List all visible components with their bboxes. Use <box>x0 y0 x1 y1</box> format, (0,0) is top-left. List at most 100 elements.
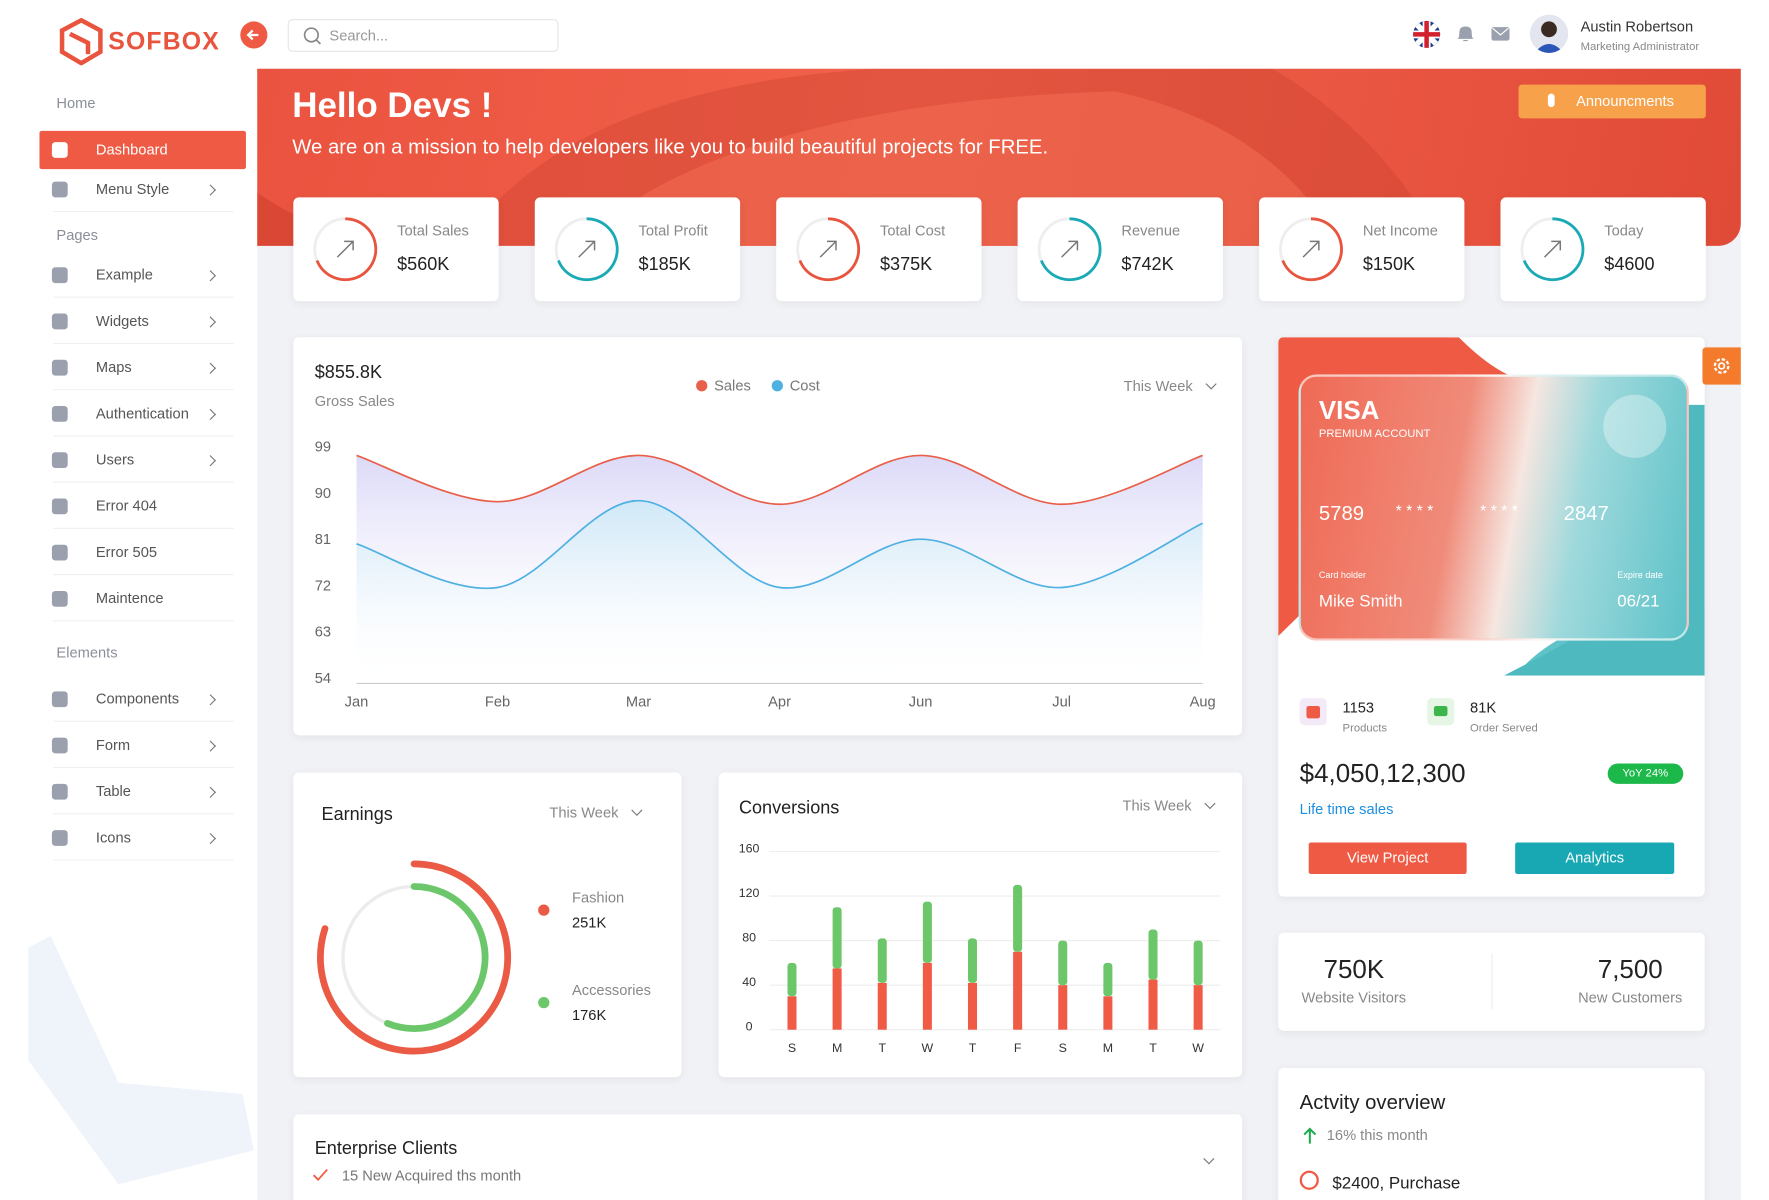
mic-icon <box>1547 93 1555 108</box>
menu-item[interactable]: Maintence <box>39 580 245 622</box>
card-tier: PREMIUM ACCOUNT <box>1318 428 1431 441</box>
lifetime-caption: Life time sales <box>1299 800 1394 818</box>
stat-card: Total Profit $185K <box>534 197 741 302</box>
products-icon <box>1299 698 1327 726</box>
menu-chevron <box>204 786 216 798</box>
menu-item[interactable]: Authentication <box>39 395 245 437</box>
check-icon <box>312 1168 328 1182</box>
ring-arc <box>315 217 378 282</box>
stat-card: Revenue $742K <box>1017 197 1223 302</box>
menu-chevron <box>204 694 216 706</box>
card-chip <box>1603 394 1667 458</box>
stat-label: Revenue <box>1121 222 1181 239</box>
menu-item[interactable]: Error 404 <box>39 487 245 529</box>
announcements-button[interactable]: Announcments <box>1518 84 1706 119</box>
messages-icon[interactable] <box>1490 25 1510 43</box>
section-title: Home <box>56 94 96 112</box>
menu-item[interactable]: Dashboard <box>39 130 246 170</box>
menu-item[interactable]: Widgets <box>39 302 245 344</box>
card-number: * * * * <box>1395 501 1434 520</box>
menu-separator <box>53 389 234 391</box>
menu-icon <box>51 142 68 158</box>
menu-icon <box>51 498 68 515</box>
notifications-icon[interactable] <box>1455 24 1475 44</box>
menu-separator <box>53 813 234 815</box>
banner-title: Hello Devs ! <box>292 85 493 126</box>
menu-item[interactable]: Form <box>39 726 245 769</box>
menu-chevron <box>204 362 216 374</box>
collapse-button[interactable] <box>240 21 268 49</box>
ring-arc <box>798 217 860 282</box>
gross-sales-card <box>293 337 1243 736</box>
logo-icon <box>59 18 103 66</box>
menu-icon <box>51 737 68 754</box>
menu-icon <box>51 783 68 800</box>
ring-arrow <box>336 240 354 258</box>
ring-arc <box>1281 217 1343 282</box>
period-dropdown[interactable]: This Week <box>1123 377 1193 395</box>
menu-separator <box>53 342 234 344</box>
view-project-button[interactable]: View Project <box>1308 842 1467 875</box>
search-box[interactable]: Search... <box>287 19 559 52</box>
menu-icon <box>51 691 68 708</box>
settings-button[interactable] <box>1702 347 1741 385</box>
menu-separator <box>53 210 234 213</box>
banner-subtitle: We are on a mission to help developers l… <box>292 135 1049 159</box>
visa-card <box>1298 374 1689 641</box>
menu-item[interactable]: Error 505 <box>39 533 245 576</box>
expiry-label: Expire date <box>1617 570 1663 581</box>
menu-item[interactable]: Components <box>39 680 245 722</box>
stat-card: Total Cost $375K <box>776 197 982 302</box>
stat-label: Net Income <box>1362 222 1438 239</box>
analytics-button[interactable]: Analytics <box>1515 842 1675 875</box>
menu-icon <box>51 406 68 422</box>
menu-item[interactable]: Maps <box>39 348 245 391</box>
menu-item[interactable]: Example <box>39 256 245 298</box>
menu-label: Icons <box>95 828 131 846</box>
period-dropdown[interactable]: This Week <box>1122 797 1192 815</box>
activity-item: $2400, Purchase <box>1332 1173 1461 1193</box>
menu-item[interactable]: Menu Style <box>39 170 245 213</box>
menu-icon <box>51 181 68 198</box>
customers-value: 7,500 <box>1597 954 1663 984</box>
section-title: Pages <box>56 226 99 244</box>
period-dropdown[interactable]: This Week <box>549 803 619 821</box>
user-role: Marketing Administrator <box>1580 41 1700 54</box>
menu-chevron <box>204 316 216 328</box>
expiry-date: 06/21 <box>1617 591 1660 611</box>
menu-label: Error 404 <box>95 497 158 515</box>
conversions-title: Conversions <box>738 798 840 818</box>
menu-label: Widgets <box>95 312 149 330</box>
menu-separator <box>53 720 234 722</box>
products-label: Products <box>1342 722 1388 735</box>
menu-label: Example <box>95 265 153 283</box>
button-label: Analytics <box>1565 849 1625 866</box>
ring-arrow <box>1302 240 1320 258</box>
activity-trend: 16% this month <box>1326 1126 1428 1144</box>
menu-chevron <box>204 832 216 845</box>
stat-card: Total Sales $560K <box>293 197 499 302</box>
menu-item[interactable]: Icons <box>39 819 245 861</box>
stat-value: $560K <box>397 255 450 275</box>
earnings-title: Earnings <box>321 805 393 825</box>
menu-icon <box>51 267 68 284</box>
menu-separator <box>53 574 234 576</box>
menu-separator <box>53 435 234 437</box>
sidebar-decoration <box>28 936 254 1185</box>
lifetime-total: $4,050,12,300 <box>1299 758 1466 788</box>
button-label: View Project <box>1347 849 1429 866</box>
menu-item[interactable]: Table <box>39 773 245 815</box>
menu-label: Maps <box>95 358 132 376</box>
announcements-label: Announcments <box>1576 92 1674 110</box>
menu-label: Authentication <box>95 404 189 422</box>
menu-item[interactable]: Users <box>39 441 245 483</box>
menu-label: Error 505 <box>95 543 158 561</box>
customers-label: New Customers <box>1578 988 1683 1006</box>
brand: SOFBOX <box>108 26 220 56</box>
card-number: 5789 <box>1318 501 1365 525</box>
language-flag[interactable] <box>1412 20 1441 48</box>
products-value: 1153 <box>1342 699 1375 716</box>
avatar[interactable] <box>1529 14 1569 54</box>
activity-dot <box>1299 1170 1319 1190</box>
